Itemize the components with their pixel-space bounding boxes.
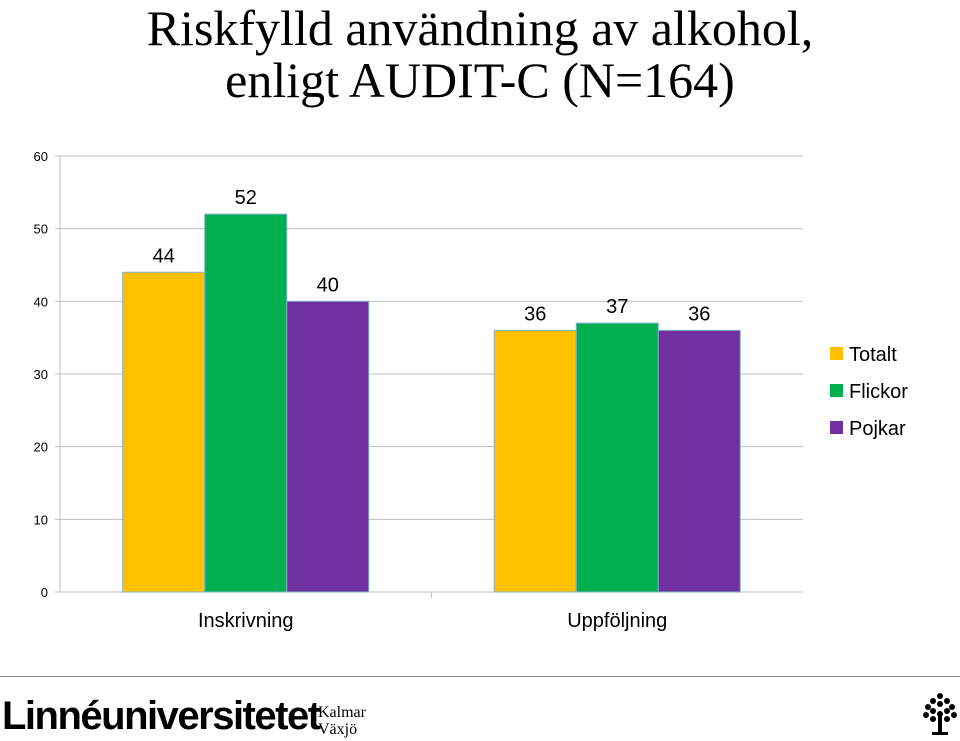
x-category-label-0: Inskrivning (198, 610, 294, 632)
legend-label-totalt: Totalt (849, 344, 897, 366)
bar-totalt-inskrivning (122, 271, 206, 593)
y-tick-label-40: 40 (34, 294, 48, 309)
footer-divider (0, 676, 960, 677)
y-tick-label-50: 50 (34, 222, 48, 237)
y-tick-label-30: 30 (34, 367, 48, 382)
legend-label-flickor: Flickor (849, 381, 908, 403)
chart-title-line-2: enligt AUDIT-C (N=164) (225, 52, 735, 108)
bar-flickor-inskrivning (204, 213, 288, 593)
x-category-label-1: Uppföljning (567, 610, 667, 632)
tree-icon (923, 693, 957, 735)
bar-totalt-uppföljning (493, 329, 577, 593)
data-label-pojkar-inskrivning: 40 (317, 274, 339, 296)
legend-label-pojkar: Pojkar (849, 418, 906, 440)
legend-swatch-totalt (830, 347, 843, 360)
data-label-flickor-inskrivning: 52 (235, 187, 257, 209)
y-tick-label-60: 60 (34, 149, 48, 164)
data-label-totalt-uppföljning: 36 (524, 303, 546, 325)
y-tick-label-0: 0 (41, 585, 48, 600)
y-tick-label-10: 10 (34, 512, 48, 527)
y-tick-label-20: 20 (34, 440, 48, 455)
legend-swatch-pojkar (830, 421, 843, 434)
data-label-flickor-uppföljning: 37 (606, 296, 628, 318)
university-logo-text: Linnéuniversitetet (2, 694, 321, 738)
bar-flickor-uppföljning (575, 322, 659, 593)
legend-swatch-flickor (830, 384, 843, 397)
bar-chart: 0 10 20 30 40 50 60 44 52 40 Inskrivning 36 37 36 Uppf… (34, 149, 909, 632)
chart-title-line-1: Riskfylld användning av alkohol, (146, 0, 814, 56)
data-label-totalt-inskrivning: 44 (153, 245, 175, 267)
data-label-pojkar-uppföljning: 36 (688, 303, 710, 325)
bar-pojkar-uppföljning (657, 329, 741, 593)
campus-vaxjo: Växjö (318, 721, 358, 738)
bar-pojkar-inskrivning (286, 300, 370, 593)
campus-kalmar: Kalmar (318, 704, 366, 721)
